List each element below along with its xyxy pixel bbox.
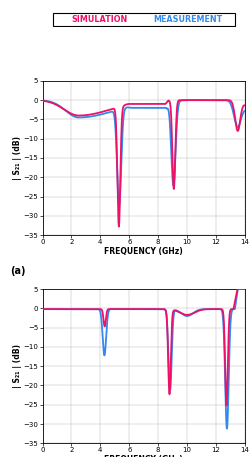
X-axis label: FREQUENCY (GHz): FREQUENCY (GHz) — [104, 455, 183, 457]
Text: MEASUREMENT: MEASUREMENT — [154, 15, 223, 24]
FancyBboxPatch shape — [52, 13, 235, 26]
X-axis label: FREQUENCY (GHz): FREQUENCY (GHz) — [104, 247, 183, 255]
Y-axis label: | S₂₁ | (dB): | S₂₁ | (dB) — [13, 136, 22, 180]
Y-axis label: | S₂₁ | (dB): | S₂₁ | (dB) — [13, 344, 22, 388]
Text: (a): (a) — [10, 266, 26, 276]
Text: SIMULATION: SIMULATION — [71, 15, 127, 24]
